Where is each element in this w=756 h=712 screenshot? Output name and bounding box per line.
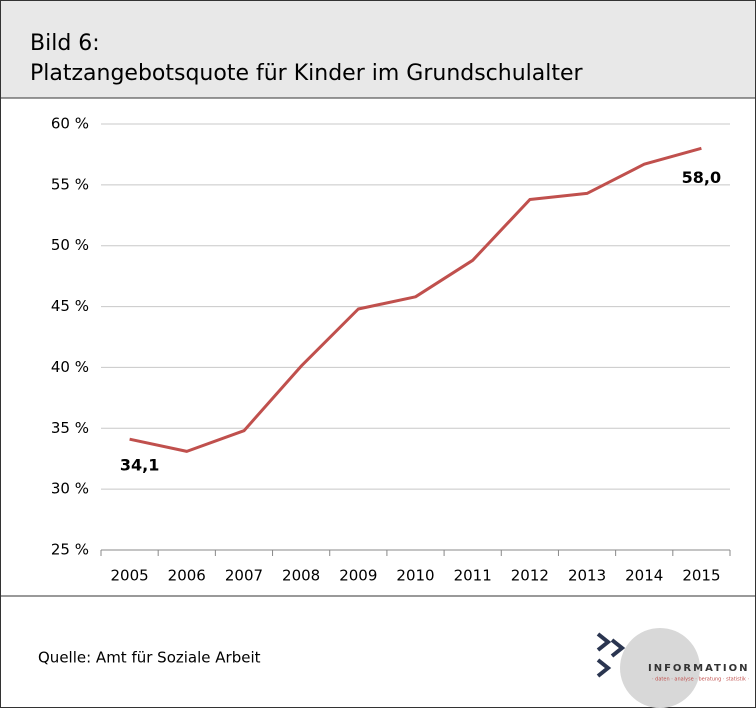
logo-tagline: · daten · analyse · beratung · statistik…	[652, 677, 750, 683]
figure-label: Bild 6:	[30, 31, 100, 56]
logo: INFORMATION · daten · analyse · beratung…	[596, 628, 750, 708]
x-tick-label: 2009	[339, 567, 377, 585]
y-tick-label: 50 %	[51, 236, 89, 254]
x-tick-label: 2007	[225, 567, 263, 585]
logo-circle	[620, 628, 700, 708]
x-tick-label: 2015	[682, 567, 720, 585]
y-tick-label: 25 %	[51, 541, 89, 559]
x-tick-label: 2012	[511, 567, 549, 585]
y-tick-label: 45 %	[51, 297, 89, 315]
y-tick-label: 60 %	[51, 115, 89, 133]
x-tick-label: 2013	[568, 567, 606, 585]
x-tick-label: 2011	[454, 567, 492, 585]
source: Quelle: Amt für Soziale Arbeit	[38, 649, 261, 667]
x-tick-label: 2008	[282, 567, 320, 585]
header-bg	[1, 1, 755, 98]
line-series	[129, 146, 702, 453]
data-label: 58,0	[682, 168, 721, 187]
y-tick-label: 35 %	[51, 419, 89, 437]
y-tick-label: 40 %	[51, 358, 89, 376]
y-tick-label: 55 %	[51, 175, 89, 193]
y-tick-label: 30 %	[51, 480, 89, 498]
x-tick-label: 2005	[110, 567, 148, 585]
x-tick-label: 2014	[625, 567, 663, 585]
x-tick-label: 2010	[396, 567, 434, 585]
logo-chevrons	[596, 632, 626, 678]
x-tick-label: 2006	[168, 567, 206, 585]
logo-text: INFORMATION	[648, 663, 749, 674]
data-label: 34,1	[120, 456, 159, 475]
chart-title: Platzangebotsquote für Kinder im Grundsc…	[30, 61, 584, 86]
